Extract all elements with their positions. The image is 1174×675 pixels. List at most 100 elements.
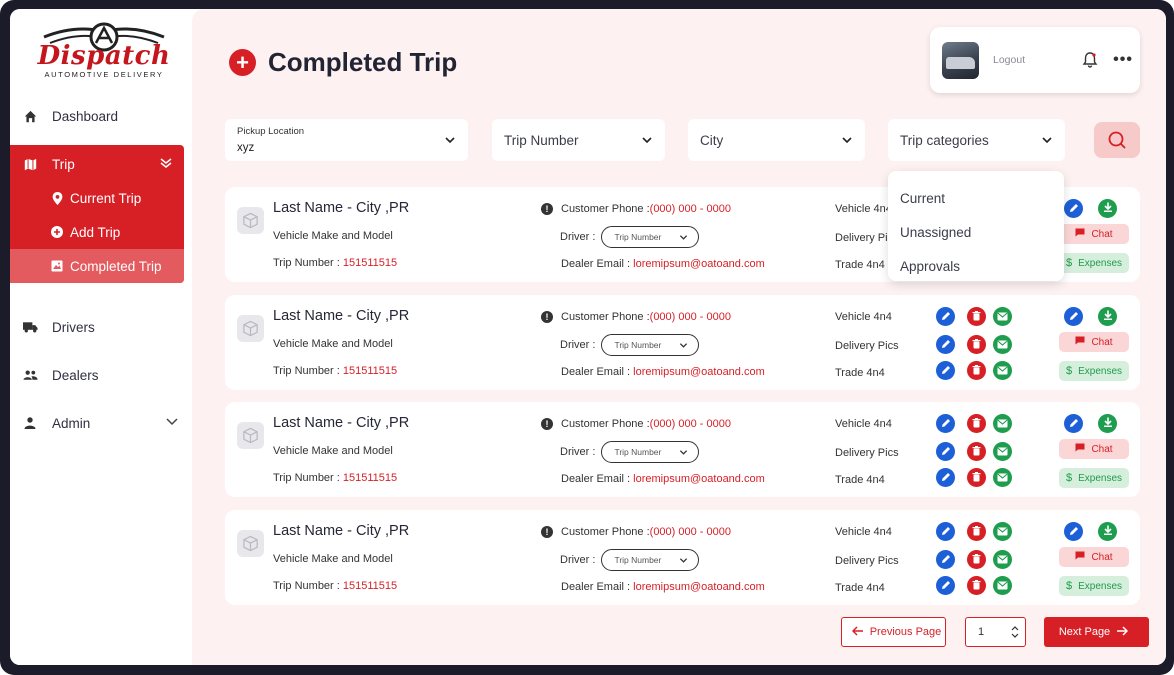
edit-button[interactable]	[936, 442, 955, 461]
expenses-button[interactable]: $ Expenses	[1059, 576, 1129, 596]
previous-page-button[interactable]: Previous Page	[841, 617, 946, 647]
pickup-location-select[interactable]: Pickup Location xyz	[225, 119, 468, 161]
chat-button[interactable]: Chat	[1059, 439, 1129, 459]
city-select[interactable]: City	[688, 119, 865, 161]
email-button[interactable]	[993, 414, 1012, 433]
sidebar-item-drivers[interactable]: Drivers	[10, 303, 190, 351]
download-icon	[1103, 415, 1113, 433]
edit-button[interactable]	[936, 550, 955, 569]
dealer-email-value[interactable]: loremipsum@oatoand.com	[633, 581, 765, 593]
dealer-email-value[interactable]: loremipsum@oatoand.com	[633, 473, 765, 485]
sidebar-item-dashboard[interactable]: Dashboard	[10, 99, 190, 133]
download-button[interactable]	[1098, 414, 1117, 433]
download-button[interactable]	[1098, 199, 1117, 218]
email-button[interactable]	[993, 442, 1012, 461]
delete-button[interactable]	[967, 468, 986, 487]
delete-button[interactable]	[967, 414, 986, 433]
trade-label: Trade 4n4	[835, 259, 885, 271]
driver-select[interactable]: Trip Number	[601, 441, 700, 463]
edit-button[interactable]	[1064, 414, 1083, 433]
customer-phone: ! Customer Phone : (000) 000 - 0000	[541, 203, 731, 215]
chat-icon	[1075, 443, 1085, 455]
double-chevron-down-icon	[160, 157, 172, 171]
email-button[interactable]	[993, 576, 1012, 595]
chat-label: Chat	[1091, 443, 1113, 455]
driver-select[interactable]: Trip Number	[601, 549, 700, 571]
trip-categories-select[interactable]: Trip categories	[888, 119, 1065, 161]
mail-icon	[997, 443, 1008, 461]
edit-button[interactable]	[1064, 307, 1083, 326]
edit-button[interactable]	[936, 468, 955, 487]
delete-button[interactable]	[967, 335, 986, 354]
delete-button[interactable]	[967, 576, 986, 595]
dropdown-option-current[interactable]: Current	[900, 190, 946, 206]
sidebar: Dispatch AUTOMOTIVE DELIVERY Dashboard T…	[10, 9, 190, 665]
pencil-icon	[941, 443, 951, 461]
download-button[interactable]	[1098, 307, 1117, 326]
search-button[interactable]	[1094, 122, 1140, 158]
info-icon: !	[541, 311, 553, 323]
delete-button[interactable]	[967, 307, 986, 326]
next-page-button[interactable]: Next Page	[1044, 617, 1149, 647]
avatar[interactable]	[942, 41, 979, 79]
bell-icon[interactable]	[1081, 51, 1099, 69]
edit-button[interactable]	[936, 307, 955, 326]
chat-button[interactable]: Chat	[1059, 547, 1129, 567]
pencil-icon	[941, 469, 951, 487]
edit-button[interactable]	[936, 576, 955, 595]
email-button[interactable]	[993, 522, 1012, 541]
dropdown-option-approvals[interactable]: Approvals	[900, 258, 961, 274]
dollar-icon: $	[1065, 365, 1073, 377]
chat-button[interactable]: Chat	[1059, 332, 1129, 352]
dealer-email: Dealer Email : loremipsum@oatoand.com	[561, 473, 765, 485]
expenses-button[interactable]: $ Expenses	[1059, 253, 1129, 273]
sidebar-item-add-trip[interactable]: Add Trip	[10, 215, 184, 249]
sidebar-item-trip[interactable]: Trip	[10, 147, 184, 181]
pencil-icon	[1069, 415, 1079, 433]
driver-select-label: Trip Number	[614, 232, 662, 242]
mail-icon	[997, 362, 1008, 380]
edit-button[interactable]	[1064, 522, 1083, 541]
email-button[interactable]	[993, 335, 1012, 354]
delete-button[interactable]	[967, 550, 986, 569]
expenses-button[interactable]: $ Expenses	[1059, 361, 1129, 381]
page-number-stepper[interactable]: 1	[965, 617, 1026, 647]
delete-button[interactable]	[967, 442, 986, 461]
trip-number: Trip Number : 151511515	[273, 365, 397, 377]
delete-button[interactable]	[967, 361, 986, 380]
email-button[interactable]	[993, 550, 1012, 569]
expenses-button[interactable]: $ Expenses	[1059, 468, 1129, 488]
dropdown-option-unassigned[interactable]: Unassigned	[900, 224, 972, 240]
dealer-email-value[interactable]: loremipsum@oatoand.com	[633, 366, 765, 378]
trip-number-select[interactable]: Trip Number	[492, 119, 665, 161]
sidebar-item-admin[interactable]: Admin	[10, 399, 190, 447]
logout-link[interactable]: Logout	[993, 54, 1026, 66]
chat-button[interactable]: Chat	[1059, 224, 1129, 244]
mail-icon	[997, 469, 1008, 487]
edit-button[interactable]	[936, 361, 955, 380]
stepper-arrows-icon[interactable]	[1011, 625, 1019, 639]
chat-icon	[1075, 336, 1085, 348]
more-options-icon[interactable]: •••	[1113, 51, 1133, 68]
sidebar-item-label: Completed Trip	[70, 258, 162, 274]
email-button[interactable]	[993, 468, 1012, 487]
sidebar-item-completed-trip[interactable]: Completed Trip	[10, 249, 184, 283]
driver-select[interactable]: Trip Number	[601, 334, 700, 356]
trip-customer-name: Last Name - City ,PR	[273, 523, 410, 539]
edit-button[interactable]	[936, 335, 955, 354]
driver-select-label: Trip Number	[614, 555, 662, 565]
add-trip-button[interactable]: +	[229, 49, 256, 76]
download-button[interactable]	[1098, 522, 1117, 541]
edit-button[interactable]	[936, 414, 955, 433]
email-button[interactable]	[993, 307, 1012, 326]
trash-icon	[972, 362, 981, 380]
driver-select[interactable]: Trip Number	[601, 226, 700, 248]
dealer-email-value[interactable]: loremipsum@oatoand.com	[633, 258, 765, 270]
dealer-email-label: Dealer Email :	[561, 258, 634, 270]
sidebar-item-dealers[interactable]: Dealers	[10, 351, 190, 399]
edit-button[interactable]	[936, 522, 955, 541]
delete-button[interactable]	[967, 522, 986, 541]
sidebar-item-current-trip[interactable]: Current Trip	[10, 181, 184, 215]
email-button[interactable]	[993, 361, 1012, 380]
edit-button[interactable]	[1064, 199, 1083, 218]
